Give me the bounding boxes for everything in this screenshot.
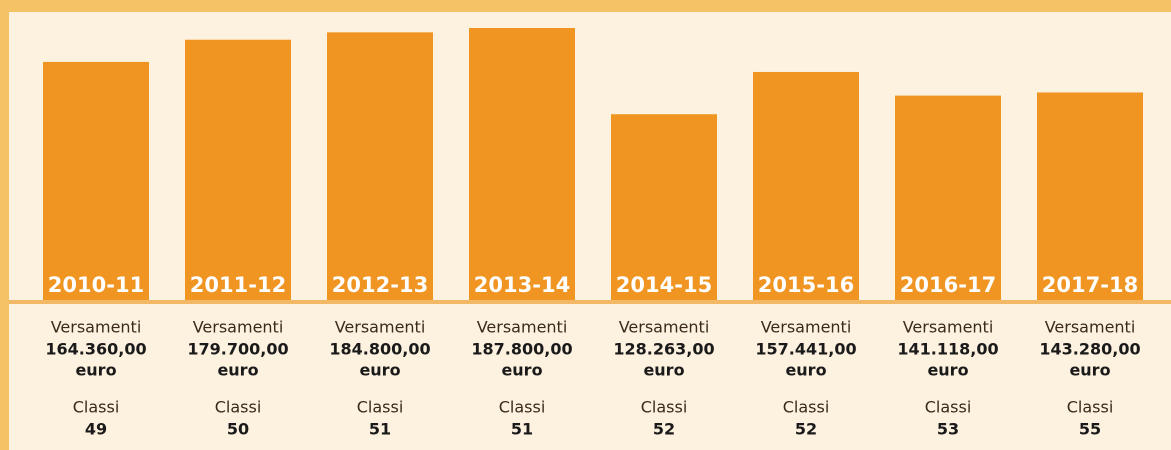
- value-label: 184.800,00: [329, 340, 430, 359]
- classi-value: 51: [369, 420, 391, 439]
- classi-value: 51: [511, 420, 533, 439]
- category-label: 2013-14: [474, 273, 570, 297]
- category-label: 2012-13: [332, 273, 428, 297]
- series-name: Versamenti: [193, 318, 284, 337]
- value-label: 128.263,00: [613, 340, 714, 359]
- series-name: Classi: [783, 398, 830, 417]
- left-frame: [0, 0, 9, 450]
- classi-value: 53: [937, 420, 959, 439]
- bar: [43, 61, 149, 300]
- series-name: Classi: [499, 398, 546, 417]
- category-label: 2010-11: [48, 273, 144, 297]
- series-name: Versamenti: [1045, 318, 1136, 337]
- classi-value: 49: [85, 420, 107, 439]
- unit-label: euro: [359, 361, 400, 380]
- bar: [753, 71, 859, 301]
- classi-value: 52: [653, 420, 675, 439]
- value-label: 157.441,00: [755, 340, 856, 359]
- unit-label: euro: [643, 361, 684, 380]
- unit-label: euro: [1069, 361, 1110, 380]
- category-label: 2016-17: [900, 273, 996, 297]
- series-name: Classi: [641, 398, 688, 417]
- series-name: Versamenti: [619, 318, 710, 337]
- value-label: 143.280,00: [1039, 340, 1140, 359]
- value-label: 187.800,00: [471, 340, 572, 359]
- series-name: Versamenti: [761, 318, 852, 337]
- classi-value: 52: [795, 420, 817, 439]
- series-name: Classi: [357, 398, 404, 417]
- unit-label: euro: [785, 361, 826, 380]
- bar: [327, 32, 433, 301]
- series-name: Versamenti: [477, 318, 568, 337]
- unit-label: euro: [927, 361, 968, 380]
- category-label: 2015-16: [758, 273, 854, 297]
- category-label: 2014-15: [616, 273, 712, 297]
- series-name: Classi: [925, 398, 972, 417]
- top-frame: [0, 0, 1171, 12]
- classi-value: 55: [1079, 420, 1101, 439]
- unit-label: euro: [75, 361, 116, 380]
- category-label: 2017-18: [1042, 273, 1138, 297]
- bar: [895, 95, 1001, 300]
- series-name: Versamenti: [335, 318, 426, 337]
- series-name: Classi: [1067, 398, 1114, 417]
- bar: [469, 28, 575, 300]
- category-label: 2011-12: [190, 273, 286, 297]
- value-label: 179.700,00: [187, 340, 288, 359]
- bar: [611, 114, 717, 300]
- value-label: 141.118,00: [897, 340, 998, 359]
- bar: [185, 39, 291, 300]
- unit-label: euro: [501, 361, 542, 380]
- series-name: Versamenti: [903, 318, 994, 337]
- value-label: 164.360,00: [45, 340, 146, 359]
- unit-label: euro: [217, 361, 258, 380]
- baseline: [9, 300, 1171, 304]
- series-name: Versamenti: [51, 318, 142, 337]
- bar: [1037, 92, 1143, 300]
- classi-value: 50: [227, 420, 249, 439]
- series-name: Classi: [215, 398, 262, 417]
- series-name: Classi: [73, 398, 120, 417]
